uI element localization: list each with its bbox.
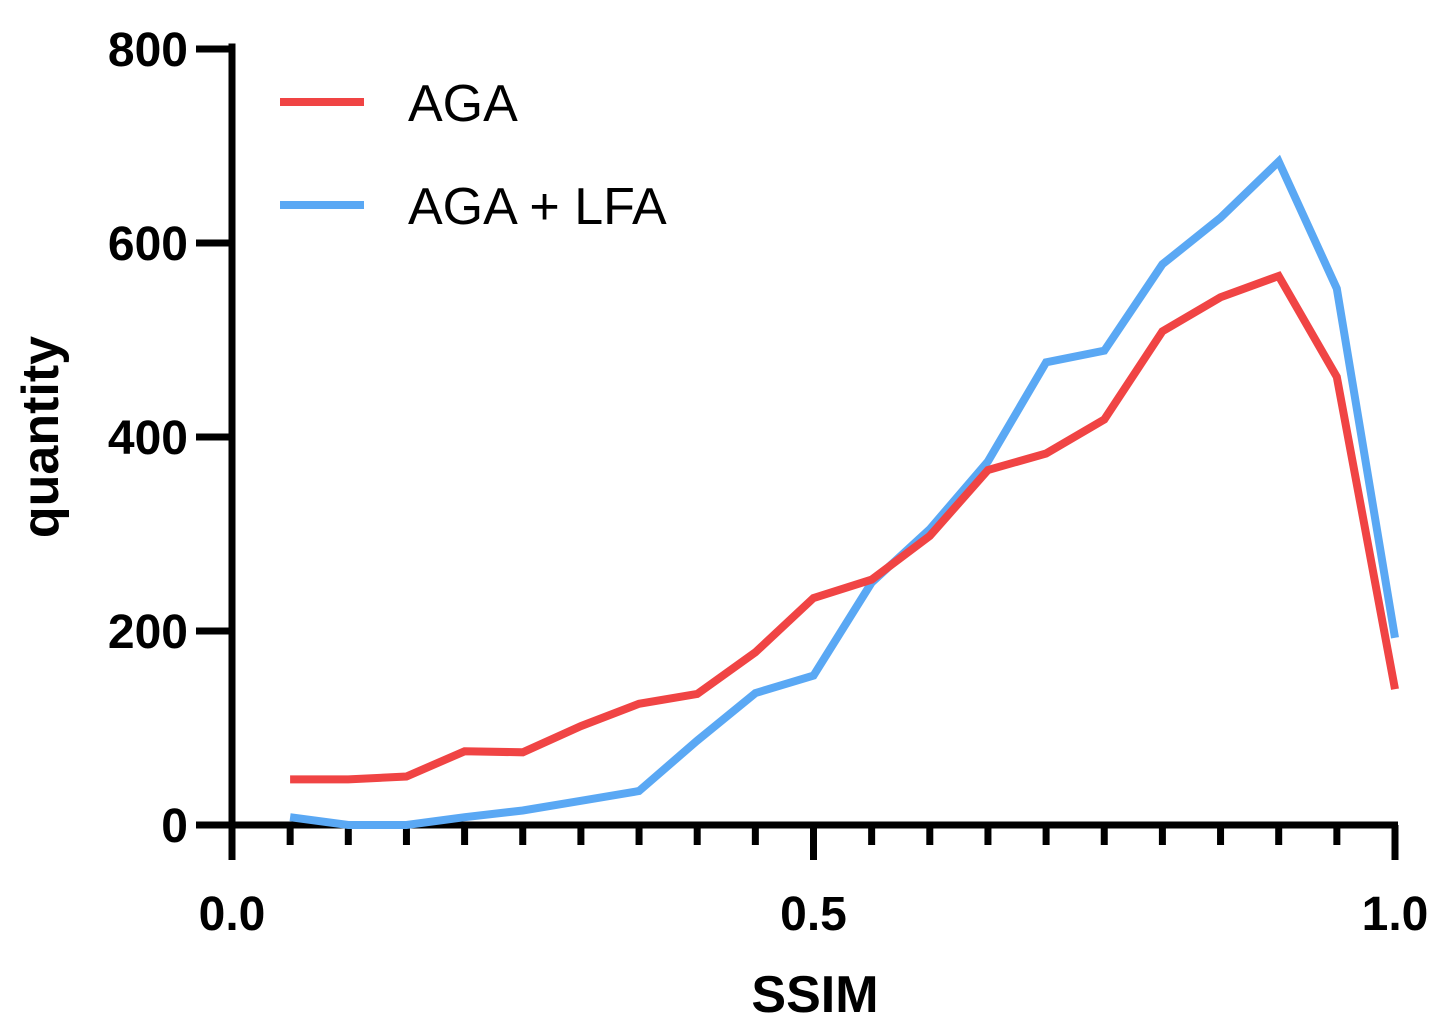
axes-layer: 0 200 400 600 800 0.0 0.5 1.0 — [108, 24, 1428, 941]
y-tick-label: 200 — [108, 606, 188, 659]
y-tick-label: 800 — [108, 24, 188, 77]
legend-label-aga: AGA — [408, 75, 518, 133]
y-tick-label: 600 — [108, 218, 188, 271]
series-line-aga-lfa — [289, 154, 1399, 829]
series-layer — [289, 154, 1399, 829]
x-tick-label: 0.5 — [780, 888, 847, 941]
y-axis-title: quantity — [12, 336, 70, 538]
x-tick-label: 1.0 — [1362, 888, 1429, 941]
x-axis-title: SSIM — [751, 966, 878, 1024]
y-tick-label: 0 — [161, 800, 188, 853]
x-tick-label: 0.0 — [199, 888, 266, 941]
legend-label-aga-lfa: AGA + LFA — [408, 178, 667, 236]
y-tick-label: 400 — [108, 412, 188, 465]
legend: AGA AGA + LFA — [280, 75, 667, 236]
series-line-aga — [290, 271, 1399, 784]
